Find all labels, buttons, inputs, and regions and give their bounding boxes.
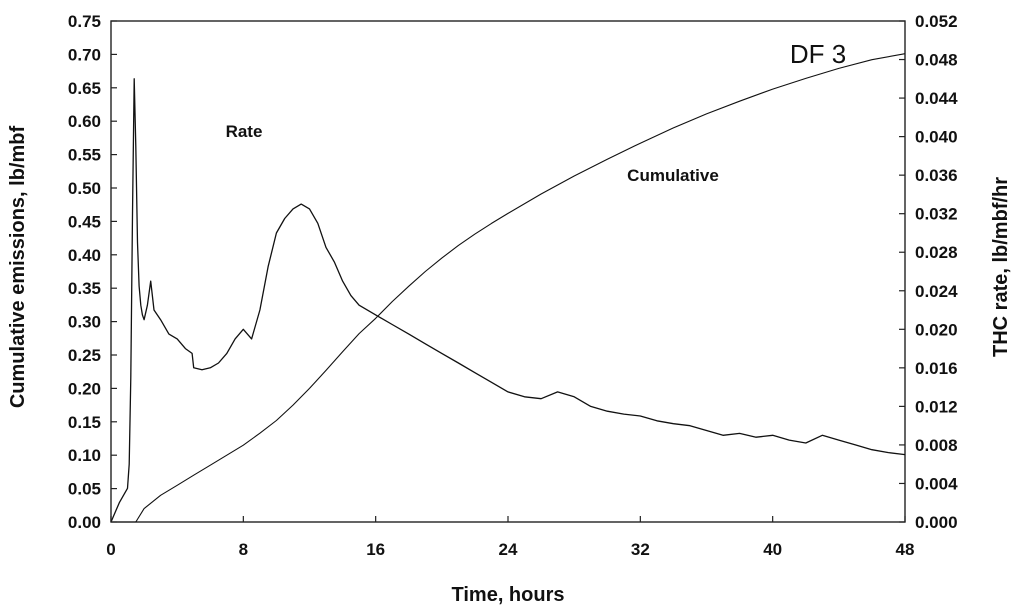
series-line-rate [110, 78, 906, 523]
x-tick-label: 8 [239, 540, 248, 559]
y-left-tick-label: 0.75 [68, 12, 101, 31]
y-left-tick-label: 0.50 [68, 179, 101, 198]
y-left-tick-label: 0.15 [68, 413, 101, 432]
annotation-cumulative: Cumulative [627, 166, 719, 185]
y-left-tick-label: 0.45 [68, 212, 101, 231]
x-tick-label: 40 [763, 540, 782, 559]
y-left-tick-label: 0.20 [68, 379, 101, 398]
x-tick-label: 24 [499, 540, 518, 559]
y-right-tick-label: 0.000 [915, 513, 958, 532]
y-left-tick-label: 0.60 [68, 112, 101, 131]
x-tick-label: 16 [366, 540, 385, 559]
plot-area [110, 20, 906, 523]
y-right-tick-label: 0.032 [915, 205, 958, 224]
y-right-tick-label: 0.040 [915, 128, 958, 147]
series-line-cumulative [111, 53, 906, 523]
y-right-tick-label: 0.048 [915, 51, 958, 70]
y-right-tick-label: 0.008 [915, 436, 958, 455]
y-left-tick-label: 0.40 [68, 246, 101, 265]
y-right-tick-label: 0.024 [915, 282, 958, 301]
y-left-tick-label: 0.00 [68, 513, 101, 532]
y-left-tick-label: 0.35 [68, 279, 101, 298]
y-left-tick-label: 0.30 [68, 313, 101, 332]
y-right-tick-label: 0.016 [915, 359, 958, 378]
y-right-tick-label: 0.036 [915, 166, 958, 185]
y-right-tick-label: 0.044 [915, 89, 958, 108]
y-left-tick-label: 0.05 [68, 480, 101, 499]
x-tick-label: 32 [631, 540, 650, 559]
y-right-axis-title: THC rate, lb/mbf/hr [990, 177, 1012, 357]
x-axis-title: Time, hours [452, 584, 565, 606]
annotation-rate: Rate [226, 122, 263, 141]
y-left-axis-title: Cumulative emissions, lb/mbf [7, 126, 29, 409]
y-left-tick-label: 0.25 [68, 346, 101, 365]
y-right-tick-label: 0.028 [915, 243, 958, 262]
y-right-tick-label: 0.004 [915, 474, 958, 493]
y-right-tick-label: 0.020 [915, 320, 958, 339]
x-tick-label: 48 [896, 540, 915, 559]
y-right-tick-label: 0.052 [915, 12, 958, 31]
y-left-tick-label: 0.55 [68, 146, 101, 165]
x-tick-label: 0 [106, 540, 115, 559]
chart-title: DF 3 [790, 39, 846, 69]
y-left-tick-label: 0.70 [68, 45, 101, 64]
y-left-tick-label: 0.65 [68, 79, 101, 98]
y-right-tick-label: 0.012 [915, 397, 958, 416]
y-left-tick-label: 0.10 [68, 446, 101, 465]
